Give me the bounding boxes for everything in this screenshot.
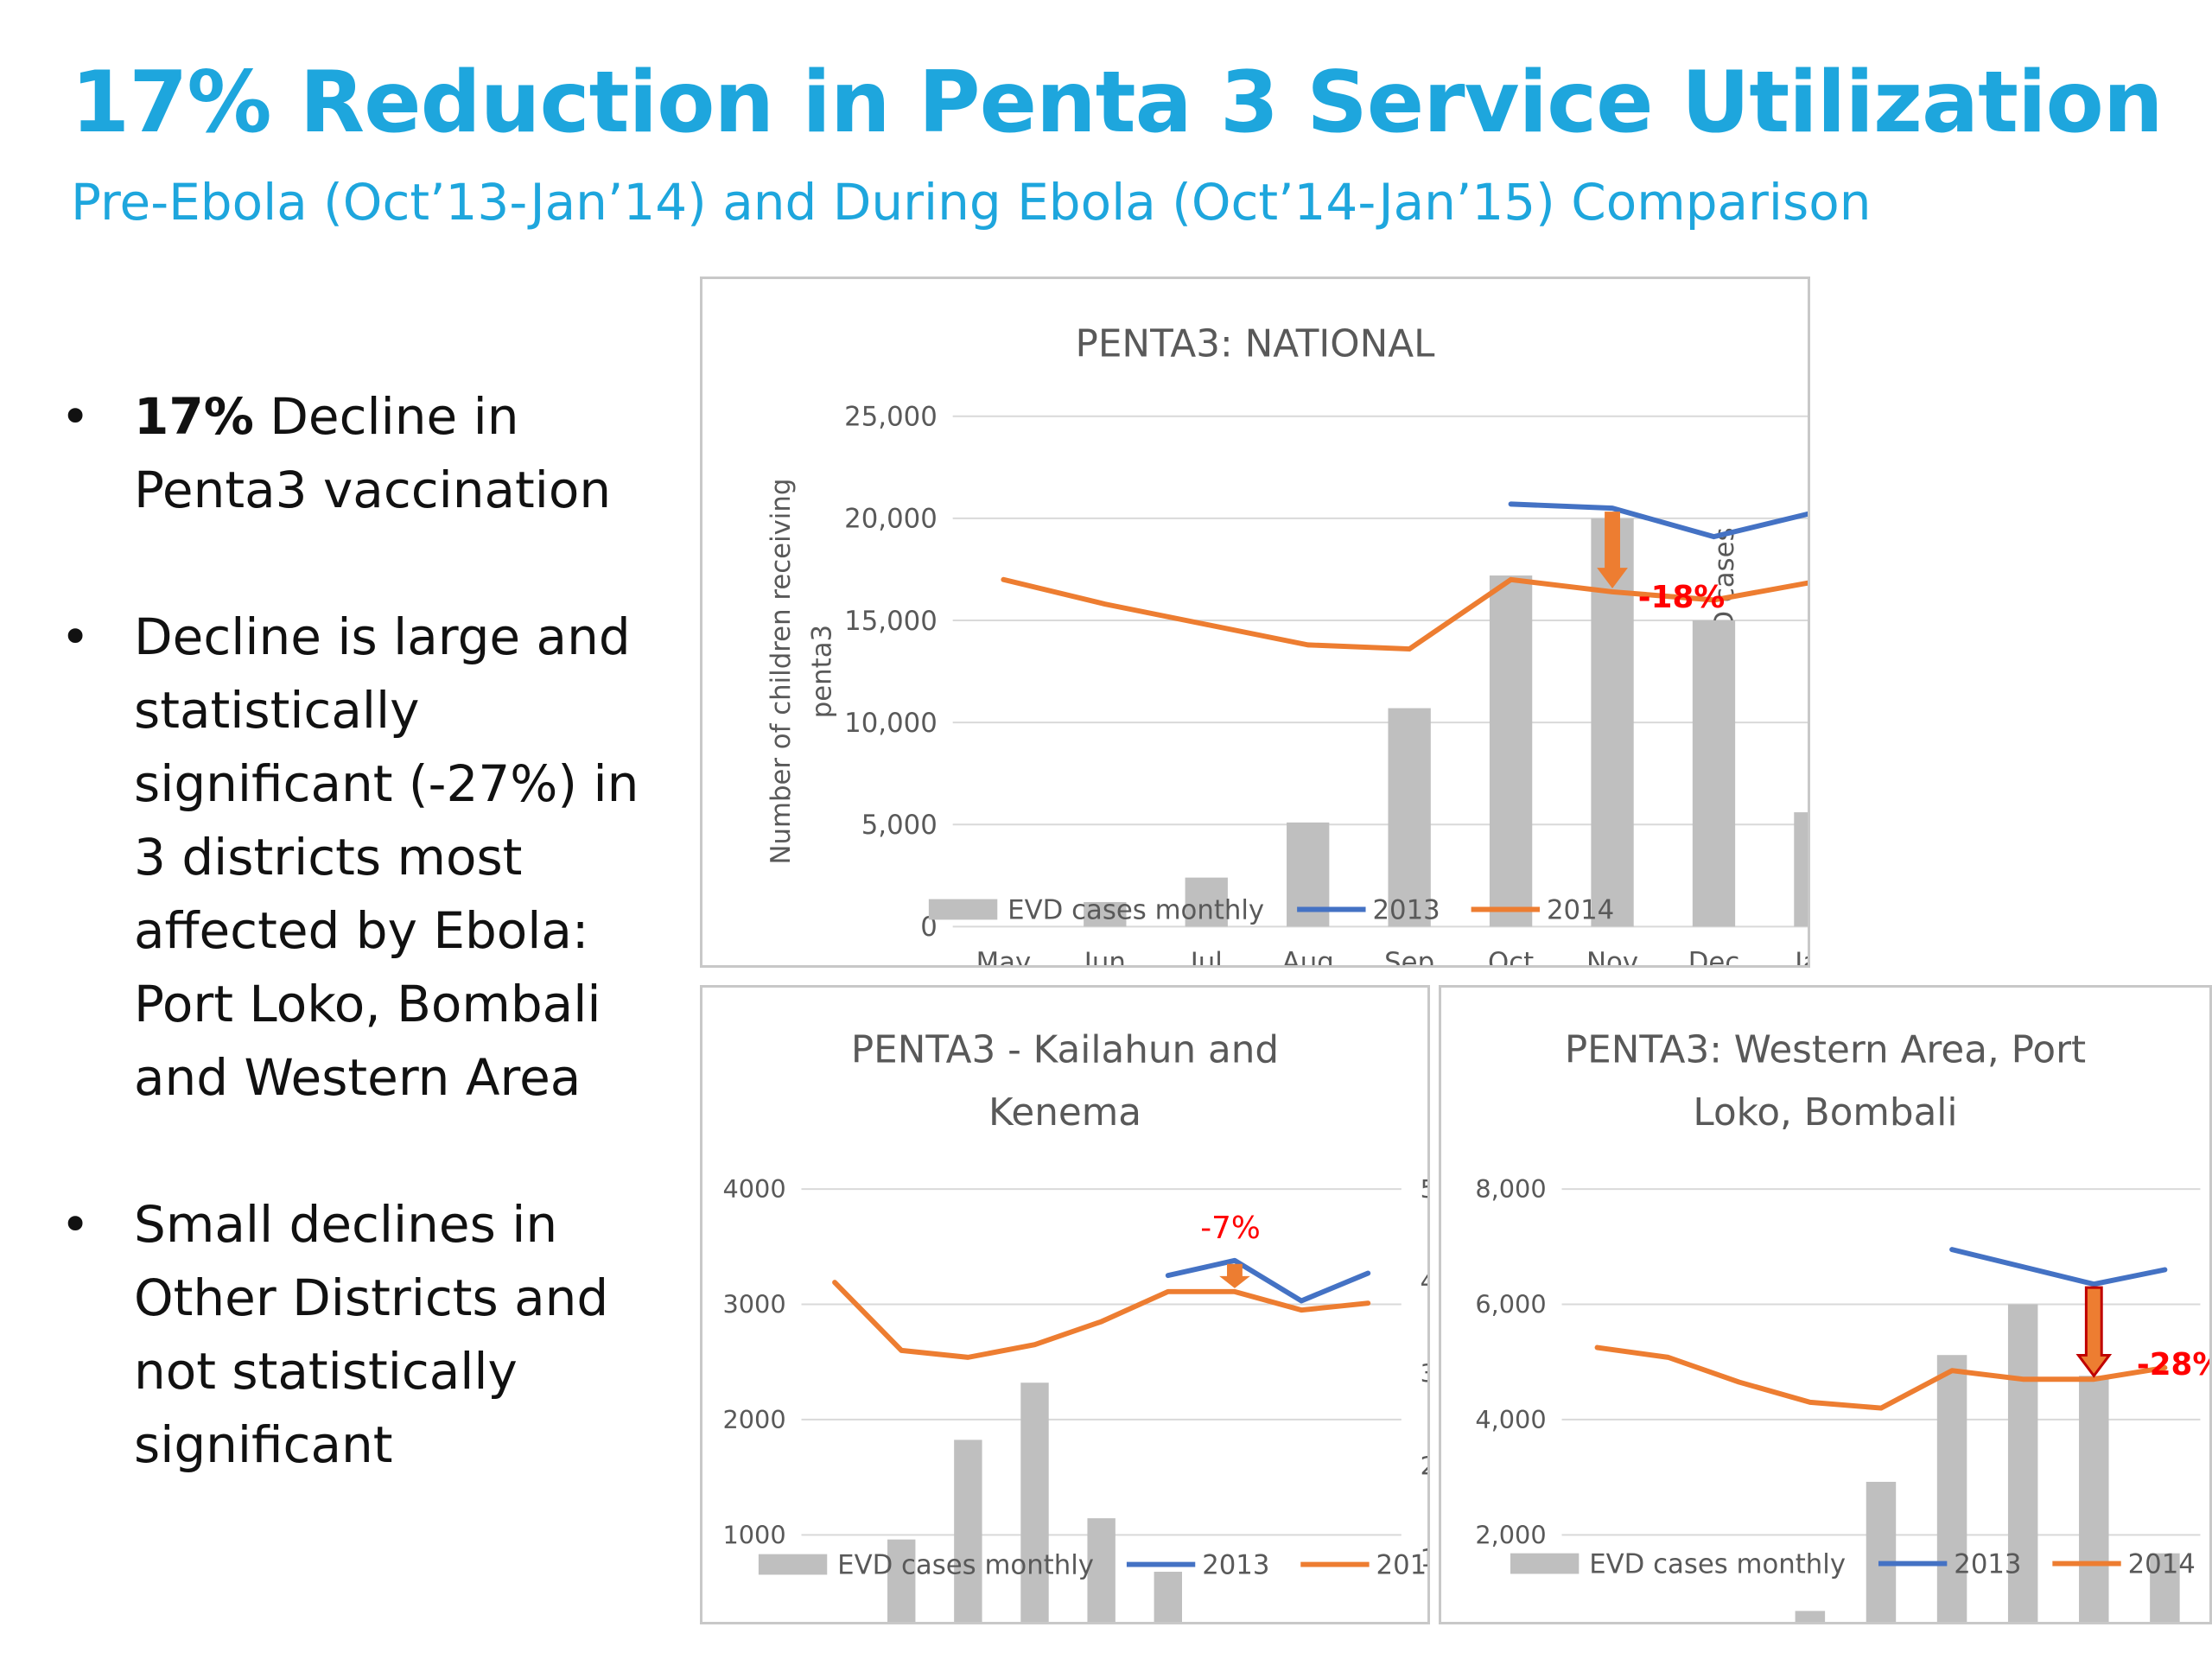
y-tick-label: 5,000 xyxy=(861,810,938,841)
legend-label: EVD cases monthly xyxy=(1589,1548,1846,1580)
slide-title: 17% Reduction in Penta 3 Service Utiliza… xyxy=(71,54,2164,152)
annotation-label: -18% xyxy=(1638,580,1725,615)
legend-label: 2014 xyxy=(1547,894,1614,925)
decline-arrow xyxy=(1597,512,1628,588)
y-tick-label: 6,000 xyxy=(1475,1290,1546,1319)
bullet-bold: 17% xyxy=(134,387,254,446)
bullet-item: Decline is large and statistically signi… xyxy=(60,601,683,1115)
line-series-2013 xyxy=(1949,1247,2168,1287)
bar-evd-cases xyxy=(1866,1481,1897,1622)
chart-title: PENTA3: Western Area, Port xyxy=(1565,1028,2086,1072)
x-tick-label: May xyxy=(976,947,1032,965)
chart-title: PENTA3: NATIONAL xyxy=(1076,322,1436,366)
y-tick-label: 2,000 xyxy=(1475,1520,1546,1549)
bar-evd-cases xyxy=(1795,1611,1826,1622)
bar-evd-cases xyxy=(2150,1553,2180,1622)
legend-swatch-evd xyxy=(928,899,998,920)
legend-swatch-evd xyxy=(758,1554,828,1575)
y-tick-label: 1000 xyxy=(722,1520,785,1549)
y2-tick-label: 100 xyxy=(1421,1543,1427,1573)
y-tick-label: 2000 xyxy=(722,1405,785,1434)
y-tick-label: 4,000 xyxy=(1475,1405,1546,1434)
y-axis-title: penta3 xyxy=(807,625,838,718)
line-series-2013 xyxy=(1165,1257,1371,1304)
bar-evd-cases xyxy=(1794,812,1808,927)
bar-evd-cases xyxy=(1084,901,1127,927)
slide-subtitle: Pre-Ebola (Oct’13-Jan’14) and During Ebo… xyxy=(71,173,1872,232)
y-tick-label: 8,000 xyxy=(1475,1174,1546,1204)
x-tick-label: Dec xyxy=(1688,947,1740,965)
chart-panel-national: PENTA3: NATIONAL 25,000 20,000 15,000 10,000… xyxy=(700,276,1810,968)
chart-kailahun-kenema: PENTA3 - Kailahun and Kenema 4000 3000 2000 1… xyxy=(722,1028,1427,1622)
x-tick-label: Oct xyxy=(1488,947,1534,965)
bar-evd-cases xyxy=(1185,877,1228,927)
x-tick-label: Nov xyxy=(1586,947,1638,965)
y2-tick-label: 500 xyxy=(1421,1174,1427,1204)
line-series-2014 xyxy=(1001,576,1808,652)
y-tick-label: 10,000 xyxy=(844,708,938,739)
bullet-item: Small declines in Other Districts and no… xyxy=(60,1188,683,1482)
chart-title: PENTA3 - Kailahun and xyxy=(851,1028,1279,1072)
y2-tick-label: 400 xyxy=(1421,1267,1427,1296)
bar-evd-cases xyxy=(1087,1518,1116,1622)
legend-label: 2013 xyxy=(1372,894,1440,925)
y-tick-label: 4000 xyxy=(722,1174,785,1204)
line-series-2014 xyxy=(832,1280,1371,1360)
legend-swatch-evd xyxy=(1510,1553,1580,1574)
y-tick-label: 3000 xyxy=(722,1290,785,1319)
y-axis-title: Number of children receiving xyxy=(766,479,797,865)
bullet-item: 17% Decline in Penta3 vaccination xyxy=(60,380,683,527)
decline-arrow xyxy=(2075,1286,2113,1378)
bar-evd-cases xyxy=(1692,620,1736,927)
y-tick-label: 25,000 xyxy=(844,402,938,433)
bar-evd-cases xyxy=(1936,1355,1967,1622)
bar-evd-cases xyxy=(954,1440,982,1622)
bar-evd-cases xyxy=(887,1539,916,1622)
line-series-2014 xyxy=(1594,1344,2168,1411)
y2-tick-label: 300 xyxy=(1421,1359,1427,1389)
x-tick-label: Jun xyxy=(1083,947,1126,965)
bar-evd-cases xyxy=(2079,1376,2109,1622)
bullet-list: 17% Decline in Penta3 vaccination Declin… xyxy=(60,380,683,1555)
x-tick-label: Sep xyxy=(1384,947,1434,965)
legend-label: EVD cases monthly xyxy=(837,1549,1094,1580)
y-tick-label: 20,000 xyxy=(844,504,938,535)
y2-tick-label: 200 xyxy=(1421,1451,1427,1480)
legend-label: 2014 xyxy=(2128,1548,2196,1580)
chart-panel-western-area: PENTA3: Western Area, Port Loko, Bombali 8… xyxy=(1439,985,2212,1624)
annotation-label: -7% xyxy=(1200,1211,1261,1246)
bar-evd-cases xyxy=(1154,1572,1183,1622)
chart-national: PENTA3: NATIONAL 25,000 20,000 15,000 10,000… xyxy=(766,322,1808,965)
bar-evd-cases xyxy=(2007,1304,2038,1622)
legend-label: 2013 xyxy=(1954,1548,2021,1580)
line-series-2013 xyxy=(1508,501,1808,540)
x-tick-label: Aug xyxy=(1282,947,1334,965)
bullet-text: Small declines in Other Districts and no… xyxy=(134,1195,609,1474)
bullet-text: Decline is large and statistically signi… xyxy=(134,607,639,1107)
bar-evd-cases xyxy=(1388,708,1431,927)
bar-evd-cases xyxy=(1489,575,1533,927)
legend-label: 2014 xyxy=(1376,1549,1427,1580)
chart-title: Loko, Bombali xyxy=(1693,1090,1957,1135)
legend-label: EVD cases monthly xyxy=(1007,894,1264,925)
x-tick-label: Jul xyxy=(1189,947,1223,965)
chart-title: Kenema xyxy=(988,1090,1141,1135)
x-tick-label: Jan xyxy=(1793,947,1808,965)
bar-evd-cases xyxy=(1020,1382,1049,1622)
decline-arrow xyxy=(1219,1263,1250,1288)
bullet-text: Decline in Penta3 vaccination xyxy=(134,387,612,519)
y-tick-label: 15,000 xyxy=(844,606,938,637)
annotation-label: -28% xyxy=(2137,1347,2209,1382)
legend-label: 2013 xyxy=(1202,1549,1269,1580)
chart-western-area: PENTA3: Western Area, Port Loko, Bombali 8… xyxy=(1475,1028,2209,1622)
chart-panel-kailahun-kenema: PENTA3 - Kailahun and Kenema 4000 3000 2000 1… xyxy=(700,985,1430,1624)
